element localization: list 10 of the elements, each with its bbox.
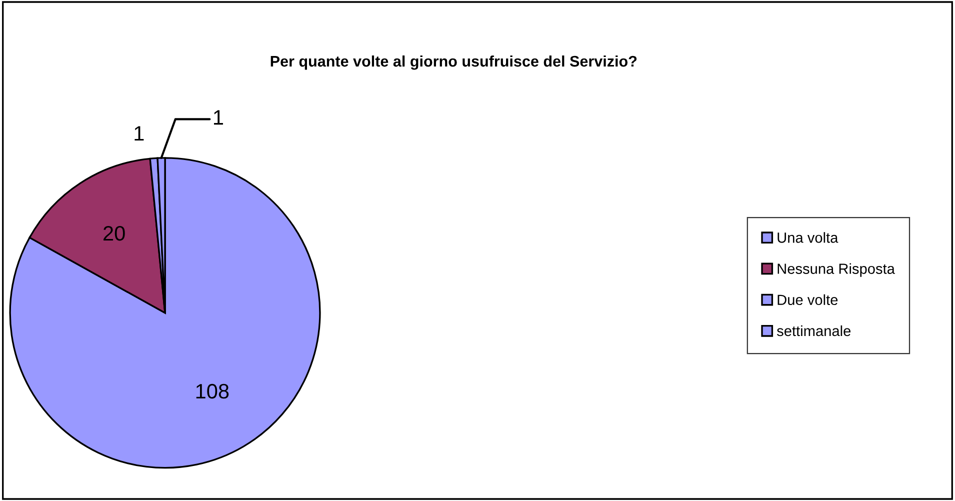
data-label: 1 (214, 110, 223, 125)
legend-label: Una volta (778, 232, 838, 243)
legend-label: Nessuna Risposta (778, 263, 895, 277)
data-label: 20 (104, 226, 125, 241)
legend-label: settimanale (776, 325, 851, 336)
pie-slice (9, 157, 321, 469)
chart-title: Per quante volte al giorno usufruisce del Servizio? (270, 55, 637, 70)
legend-label: Due volte (778, 294, 838, 306)
data-label: 1 (134, 126, 144, 141)
data-label: 108 (196, 384, 229, 399)
